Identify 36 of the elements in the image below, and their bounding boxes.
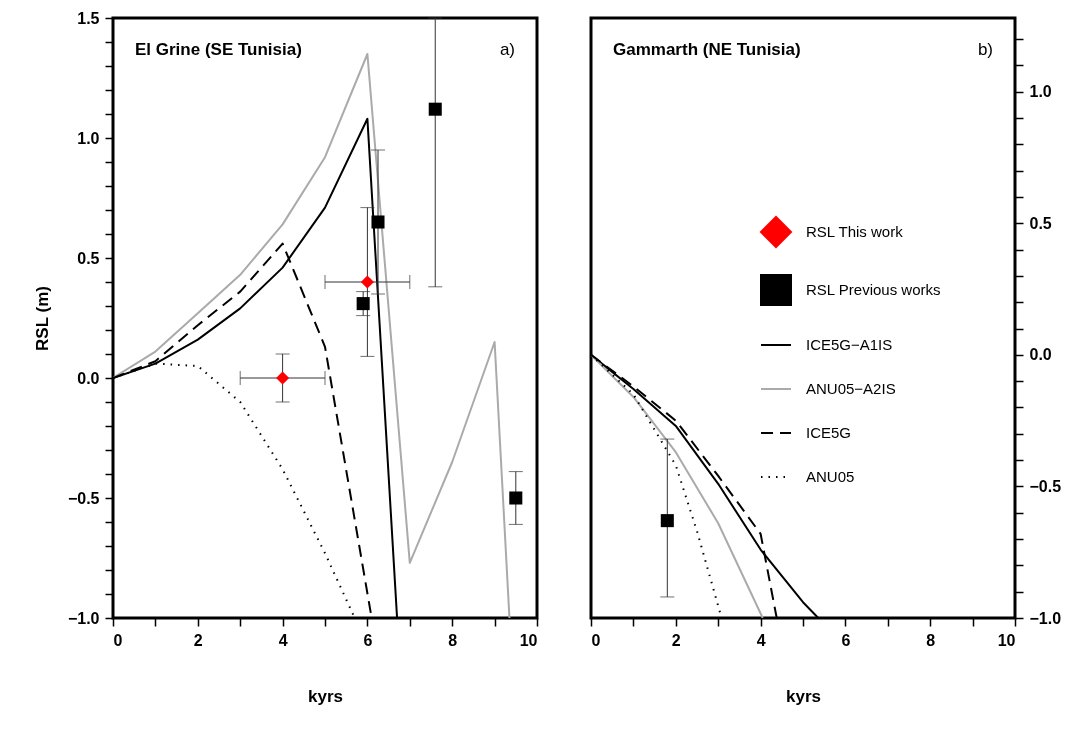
y-tick-label: −1.0 (67, 609, 100, 627)
x-tick-label: 2 (193, 631, 203, 649)
annotation: a) (499, 40, 515, 59)
y2-tick-label: −0.5 (1029, 477, 1062, 495)
x-tick-label: 10 (519, 631, 538, 649)
legend-label: ANU05−A2IS (806, 380, 896, 397)
legend-label: ANU05 (806, 468, 855, 485)
legend-label: RSL Previous works (806, 281, 941, 298)
y-tick-label: 0.0 (77, 369, 100, 387)
y-tick-label: 1.5 (77, 9, 100, 27)
x-tick-label: 2 (671, 631, 681, 649)
x-tick-label: 8 (926, 631, 936, 649)
x-tick-label: 4 (756, 631, 766, 649)
text: Gammarth (NE Tunisia) (613, 40, 801, 59)
x-axis-title: kyrs (786, 686, 821, 706)
annotation: b) (977, 40, 993, 59)
x-tick-label: 10 (997, 631, 1016, 649)
y2-tick-label: 1.0 (1029, 83, 1052, 101)
y2-tick-label: 0.0 (1029, 346, 1052, 364)
text: El Grine (SE Tunisia) (135, 40, 302, 59)
y-axis-title: RSL (m) (32, 286, 52, 351)
x-axis-title: kyrs (308, 686, 343, 706)
legend-label: RSL This work (806, 223, 904, 240)
legend-label: ICE5G−A1IS (806, 336, 893, 353)
x-tick-label: 0 (113, 631, 123, 649)
x-tick-label: 6 (363, 631, 373, 649)
y2-tick-label: −1.0 (1029, 609, 1062, 627)
x-tick-label: 4 (278, 631, 288, 649)
y-tick-label: 1.0 (77, 129, 100, 147)
x-tick-label: 8 (448, 631, 458, 649)
y2-tick-label: 0.5 (1029, 214, 1052, 232)
y-tick-label: 0.5 (77, 249, 100, 267)
y-tick-label: −0.5 (67, 489, 100, 507)
x-tick-label: 0 (591, 631, 601, 649)
legend-label: ICE5G (806, 424, 852, 441)
x-tick-label: 6 (841, 631, 851, 649)
